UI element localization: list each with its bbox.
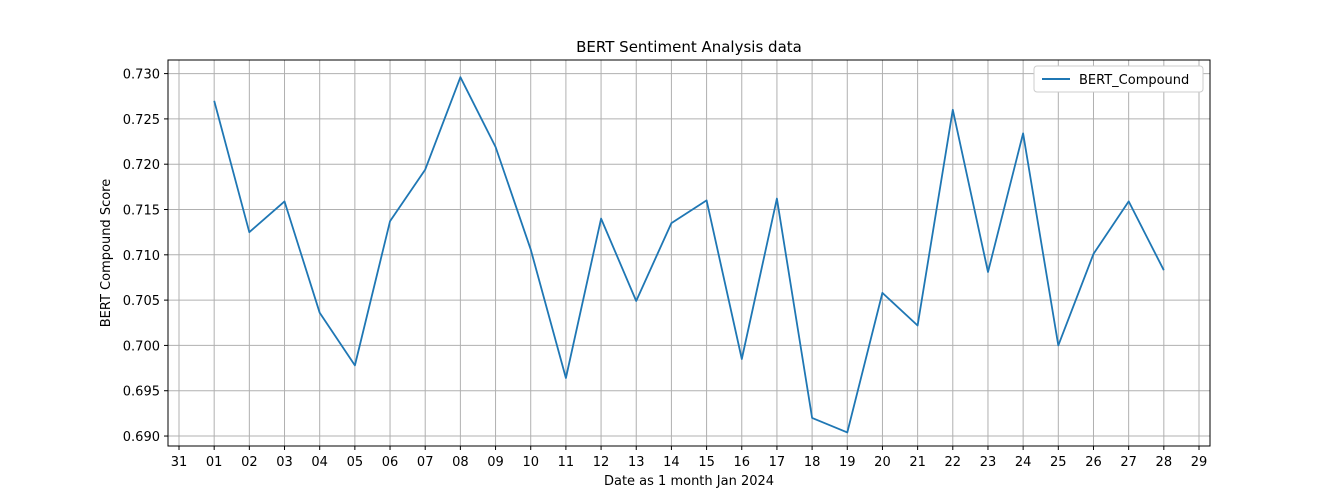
- x-tick-label: 10: [522, 455, 539, 470]
- legend-label: BERT_Compound: [1079, 73, 1189, 88]
- x-tick-label: 16: [733, 455, 750, 470]
- y-axis-title: BERT Compound Score: [99, 179, 114, 327]
- y-tick-label: 0.705: [123, 294, 160, 309]
- y-tick-label: 0.700: [123, 339, 160, 354]
- y-tick-label: 0.720: [123, 158, 160, 173]
- x-tick-label: 01: [206, 455, 223, 470]
- x-tick-label: 23: [980, 455, 997, 470]
- chart-title: BERT Sentiment Analysis data: [576, 38, 802, 56]
- y-tick-label: 0.725: [123, 113, 160, 128]
- x-tick-label: 31: [171, 455, 188, 470]
- x-tick-label: 18: [804, 455, 821, 470]
- x-axis-title: Date as 1 month Jan 2024: [604, 474, 774, 489]
- x-tick-label: 05: [347, 455, 364, 470]
- y-tick-label: 0.715: [123, 204, 160, 219]
- x-tick-label: 09: [487, 455, 504, 470]
- series-layer: [213, 76, 1165, 434]
- legend-box: [1033, 65, 1204, 93]
- x-tick-label: 08: [452, 455, 469, 470]
- x-tick-label: 24: [1015, 455, 1032, 470]
- x-tick-label: 04: [311, 455, 328, 470]
- x-tick-label: 03: [276, 455, 293, 470]
- series-line: [213, 76, 1165, 434]
- x-tick-label: 19: [839, 455, 856, 470]
- x-tick-label: 21: [909, 455, 926, 470]
- x-tick-label: 28: [1156, 455, 1173, 470]
- y-tick-label: 0.730: [123, 68, 160, 83]
- x-tick-label: 14: [663, 455, 680, 470]
- x-tick-label: 15: [698, 455, 715, 470]
- x-tick-label: 29: [1191, 455, 1208, 470]
- x-tick-label: 25: [1050, 455, 1067, 470]
- x-tick-label: 27: [1120, 455, 1137, 470]
- x-tick-label: 13: [628, 455, 645, 470]
- x-tick-label: 02: [241, 455, 258, 470]
- y-tick-label: 0.690: [123, 430, 160, 445]
- y-axis: 0.690 0.695 0.700 0.705 0.710 0.715 0.720 0.725…: [123, 68, 168, 445]
- x-tick-label: 17: [769, 455, 786, 470]
- x-tick-label: 07: [417, 455, 434, 470]
- x-tick-label: 12: [593, 455, 610, 470]
- x-axis: 31 01 02 03 04 05 06 07 08 09 10 11 12 13 14 15 16 17 18 19…: [171, 446, 1208, 470]
- y-tick-label: 0.710: [123, 249, 160, 264]
- legend: BERT_Compound: [1033, 65, 1204, 93]
- x-tick-label: 26: [1085, 455, 1102, 470]
- x-tick-label: 11: [558, 455, 575, 470]
- plot-frame: [167, 59, 1211, 447]
- x-tick-label: 20: [874, 455, 891, 470]
- y-tick-label: 0.695: [123, 385, 160, 400]
- x-tick-label: 06: [382, 455, 399, 470]
- x-tick-label: 22: [945, 455, 962, 470]
